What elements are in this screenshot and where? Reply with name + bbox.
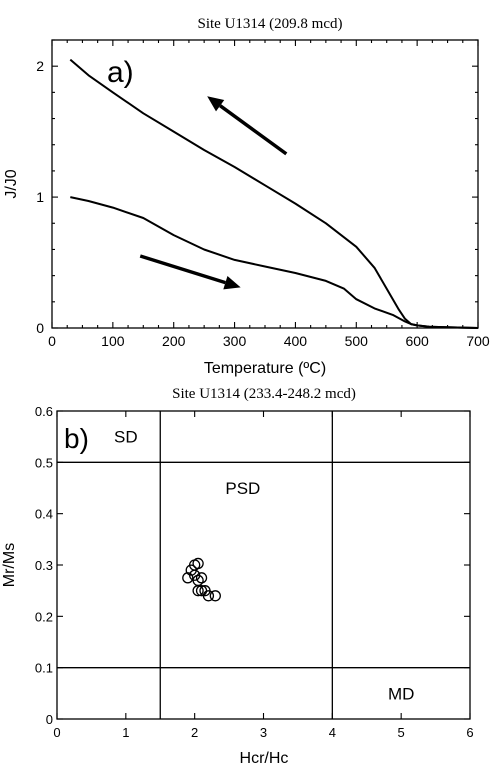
data-point (209, 590, 221, 602)
arrow-shaft-1 (139, 254, 226, 285)
x-tick-label-b: 2 (191, 725, 198, 740)
x-tick-label-a: 0 (48, 333, 56, 349)
chart-a-annotations (139, 96, 288, 290)
arrow-shaft-0 (219, 104, 288, 156)
x-tick-label-a: 500 (345, 333, 369, 349)
y-tick-label-a: 1 (36, 189, 44, 205)
y-tick-label-b: 0.1 (35, 661, 53, 676)
chart-b-y-label: Mr/Ms (1, 543, 18, 587)
data-point (192, 557, 204, 570)
chart-a-series (69, 58, 479, 329)
y-tick-label-b: 0.4 (35, 507, 53, 522)
chart-b-ticks: 0 1 2 3 4 5 6 0 0.1 0.2 0.3 0.4 0.5 0.6 (35, 404, 474, 740)
x-tick-label-a: 200 (162, 333, 186, 349)
y-tick-label-b: 0.3 (35, 558, 53, 573)
region-label-psd: PSD (225, 479, 260, 498)
x-tick-label-b: 6 (466, 725, 473, 740)
series-line-1 (70, 196, 479, 329)
arrow-head-0 (207, 96, 225, 112)
x-tick-label-b: 5 (398, 725, 405, 740)
x-tick-label-a: 400 (284, 333, 308, 349)
data-point (195, 572, 208, 584)
y-tick-label-a: 2 (36, 58, 44, 74)
chart-a-ticks: 0 100 200 300 400 500 600 700 0 1 2 (36, 39, 490, 349)
region-label-sd: SD (114, 428, 138, 447)
x-tick-label-a: 700 (466, 333, 490, 349)
x-tick-label-b: 3 (260, 725, 267, 740)
region-label-md: MD (388, 684, 414, 703)
x-tick-label-a: 300 (223, 333, 247, 349)
x-tick-label-b: 0 (53, 725, 60, 740)
chart-a-panel-label: a) (107, 56, 134, 89)
chart-b-x-label: Hcr/Hc (240, 750, 289, 767)
y-tick-label-b: 0 (46, 712, 53, 727)
y-tick-label-b: 0.6 (35, 404, 53, 419)
x-tick-label-b: 4 (329, 725, 336, 740)
data-point (202, 590, 215, 602)
x-tick-label-b: 1 (122, 725, 129, 740)
chart-a-title: Site U1314 (209.8 mcd) (198, 16, 343, 32)
chart-b-panel-label: b) (64, 423, 89, 454)
y-tick-label-b: 0.5 (35, 455, 53, 470)
panel-a: Site U1314 (209.8 mcd) a) 0 100 200 300 400 5… (3, 16, 490, 377)
y-tick-label-a: 0 (36, 320, 44, 336)
chart-b-frame (56, 410, 471, 720)
chart-b-title: Site U1314 (233.4-248.2 mcd) (172, 386, 356, 402)
chart-a-x-label: Temperature (ºC) (204, 360, 326, 377)
chart-b-points (182, 557, 221, 602)
y-tick-label-b: 0.2 (35, 609, 53, 624)
arrow-head-1 (223, 275, 241, 290)
series-line-0 (69, 58, 479, 329)
x-tick-label-a: 600 (405, 333, 429, 349)
panel-b: Site U1314 (233.4-248.2 mcd) b) SDPSDMD … (1, 386, 474, 767)
data-point (192, 574, 204, 587)
chart-b-region-labels: SD PSD MD (114, 428, 414, 704)
chart-a-y-label: J/J0 (3, 169, 20, 198)
x-tick-label-a: 100 (101, 333, 125, 349)
chart-b-reference-lines (57, 411, 470, 719)
